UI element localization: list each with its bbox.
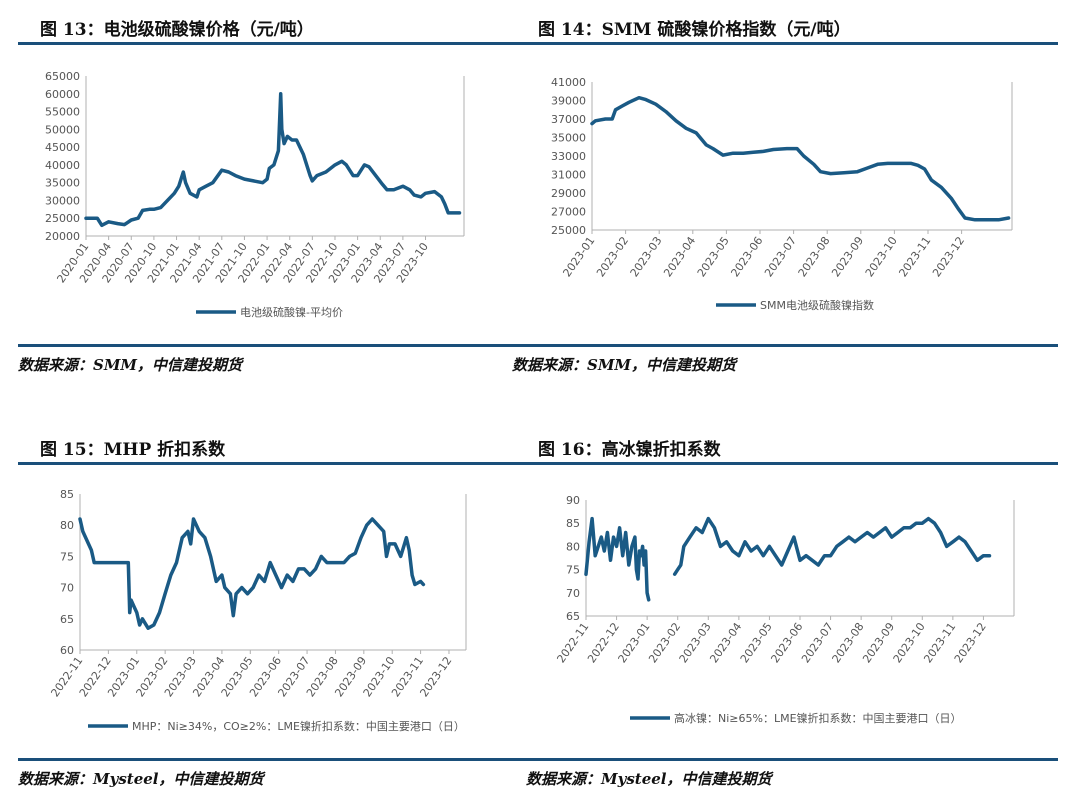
x-tick-label: 2023-06 [728, 234, 765, 279]
y-tick-label: 75 [566, 564, 580, 577]
y-tick-label: 33000 [551, 150, 586, 163]
chart-title-16: 图 16：高冰镍折扣系数 [538, 440, 721, 460]
y-tick-label: 80 [60, 519, 74, 532]
series-line [590, 95, 1011, 222]
source-rule-15 [18, 758, 530, 761]
y-tick-label: 90 [566, 494, 580, 507]
title-rule-15 [18, 462, 530, 465]
y-tick-label: 85 [60, 488, 74, 501]
y-tick-label: 41000 [551, 76, 586, 89]
series-line [78, 517, 426, 630]
source-rule-16 [512, 758, 1058, 761]
y-tick-label: 75 [60, 550, 74, 563]
x-tick-label: 2023-11 [896, 234, 933, 279]
source-13: 数据来源：SMM，中信建投期货 [18, 356, 243, 374]
series-line [84, 92, 462, 228]
y-tick-label: 31000 [551, 169, 586, 182]
chart-title-14: 图 14：SMM 硫酸镍价格指数（元/吨） [538, 20, 851, 40]
legend-label: 电池级硫酸镍-平均价 [240, 305, 343, 319]
y-tick-label: 70 [60, 582, 74, 595]
y-tick-label: 65 [566, 610, 580, 623]
source-rule-14 [512, 344, 1058, 347]
y-tick-label: 27000 [551, 206, 586, 219]
chart-15: 6065707580852022-112022-122023-012023-02… [48, 488, 467, 733]
series-line [584, 516, 992, 602]
y-tick-label: 45000 [45, 141, 80, 154]
y-tick-label: 50000 [45, 123, 80, 136]
title-rule-14 [512, 42, 1058, 45]
source-14: 数据来源：SMM，中信建投期货 [512, 356, 737, 374]
y-tick-label: 25000 [551, 224, 586, 237]
y-tick-label: 37000 [551, 113, 586, 126]
y-tick-label: 70 [566, 587, 580, 600]
y-tick-label: 65000 [45, 70, 80, 83]
y-tick-label: 29000 [551, 187, 586, 200]
source-16: 数据来源：Mysteel，中信建投期货 [526, 770, 772, 788]
chart-title-13: 图 13：电池级硫酸镍价格（元/吨） [40, 20, 314, 40]
y-tick-label: 85 [566, 517, 580, 530]
legend-label: 高冰镍：Ni≥65%：LME镍折扣系数：中国主要港口（日） [674, 711, 962, 725]
y-tick-label: 35000 [45, 177, 80, 190]
y-tick-label: 25000 [45, 212, 80, 225]
x-tick-label: 2023-08 [796, 234, 833, 279]
y-tick-label: 60 [60, 644, 74, 657]
x-tick-label: 2023-02 [594, 234, 631, 279]
y-tick-label: 60000 [45, 88, 80, 101]
y-tick-label: 35000 [551, 132, 586, 145]
x-tick-label: 2023-10 [863, 234, 900, 279]
legend-label: SMM电池级硫酸镍指数 [760, 298, 874, 312]
x-tick-label: 2023-04 [661, 234, 698, 279]
x-tick-label: 2023-07 [762, 234, 799, 279]
title-rule-13 [18, 42, 530, 45]
title-rule-16 [512, 462, 1058, 465]
x-tick-label: 2023-09 [829, 234, 866, 279]
chart-14: 25000 27000 29000 31000 33000 35000 37000 39000… [551, 76, 1013, 312]
x-tick-label: 2023-01 [560, 234, 597, 279]
x-tick-label: 2023-12 [930, 234, 967, 279]
legend-label: MHP：Ni≥34%，CO≥2%：LME镍折扣系数：中国主要港口（日） [132, 719, 465, 733]
y-tick-label: 30000 [45, 194, 80, 207]
y-tick-label: 40000 [45, 159, 80, 172]
y-tick-label: 80 [566, 540, 580, 553]
x-tick-label: 2023-12 [952, 620, 989, 665]
x-tick-label: 2023-05 [695, 234, 732, 279]
y-tick-label: 20000 [45, 230, 80, 243]
y-tick-label: 39000 [551, 95, 586, 108]
x-tick-label: 2023-03 [628, 234, 665, 279]
source-rule-13 [18, 344, 530, 347]
chart-16: 6570758085902022-112022-122023-012023-02… [554, 494, 1015, 725]
y-tick-label: 55000 [45, 106, 80, 119]
source-15: 数据来源：Mysteel，中信建投期货 [18, 770, 264, 788]
chart-13: 20000 25000 30000 35000 40000 45000 50000 55000… [45, 70, 465, 319]
y-tick-label: 65 [60, 613, 74, 626]
chart-title-15: 图 15：MHP 折扣系数 [40, 440, 226, 460]
